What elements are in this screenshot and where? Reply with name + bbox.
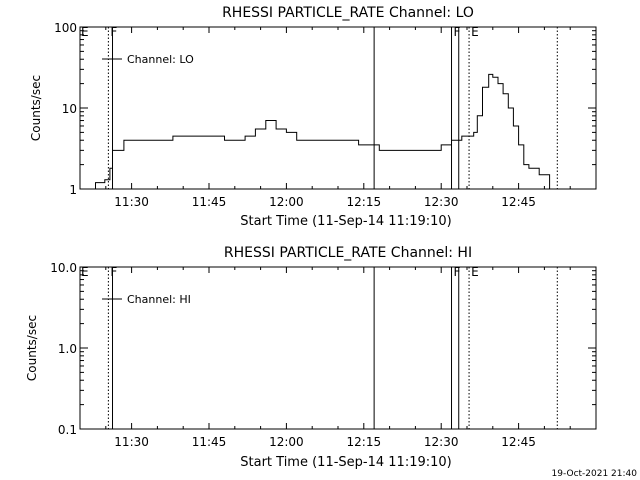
x-tick-label-hi: 11:30: [114, 435, 149, 449]
series-line-lo: [80, 73, 560, 190]
corner-marker-label-hi: E: [81, 265, 89, 279]
plot-frame-lo: [79, 26, 597, 190]
x-tick-label-hi: 12:15: [347, 435, 382, 449]
y-tick-label-lo: 10: [62, 102, 77, 116]
legend-label-lo: Channel: LO: [127, 53, 194, 66]
x-axis-label-lo: Start Time (11-Sep-14 11:19:10): [240, 214, 451, 229]
event-marker-label-lo: F: [110, 25, 117, 39]
event-marker-label-hi: F: [454, 265, 461, 279]
event-marker-label-hi: E: [471, 265, 479, 279]
y-tick-label-lo: 1: [69, 183, 77, 197]
x-tick-label-hi: 11:45: [192, 435, 227, 449]
x-tick-label-lo: 11:30: [114, 195, 149, 209]
y-tick-label-lo: 100: [54, 21, 77, 35]
footer-timestamp: 19-Oct-2021 21:40: [552, 469, 638, 479]
x-tick-label-lo: 12:45: [501, 195, 536, 209]
legend-label-hi: Channel: HI: [127, 293, 191, 306]
y-tick-label-hi: 1.0: [58, 342, 77, 356]
y-tick-label-hi: 0.1: [58, 423, 77, 437]
corner-marker-label-lo: E: [81, 25, 89, 39]
plot-frame-hi: [79, 266, 597, 430]
event-marker-label-lo: E: [471, 25, 479, 39]
event-marker-label-lo: F: [454, 25, 461, 39]
x-axis-label-hi: Start Time (11-Sep-14 11:19:10): [240, 455, 451, 470]
x-tick-label-lo: 12:30: [424, 195, 459, 209]
x-tick-label-lo: 12:15: [347, 195, 382, 209]
chart-title-hi: RHESSI PARTICLE_RATE Channel: HI: [224, 245, 472, 261]
y-tick-label-hi: 10.0: [50, 261, 77, 275]
y-axis-label-lo: Counts/sec: [29, 75, 43, 141]
event-marker-label-hi: F: [110, 265, 117, 279]
x-tick-label-hi: 12:00: [269, 435, 304, 449]
chart-title-lo: RHESSI PARTICLE_RATE Channel: LO: [222, 5, 474, 21]
x-tick-label-hi: 12:45: [501, 435, 536, 449]
x-tick-label-lo: 12:00: [269, 195, 304, 209]
x-tick-label-lo: 11:45: [192, 195, 227, 209]
y-axis-label-hi: Counts/sec: [25, 315, 39, 381]
x-tick-label-hi: 12:30: [424, 435, 459, 449]
